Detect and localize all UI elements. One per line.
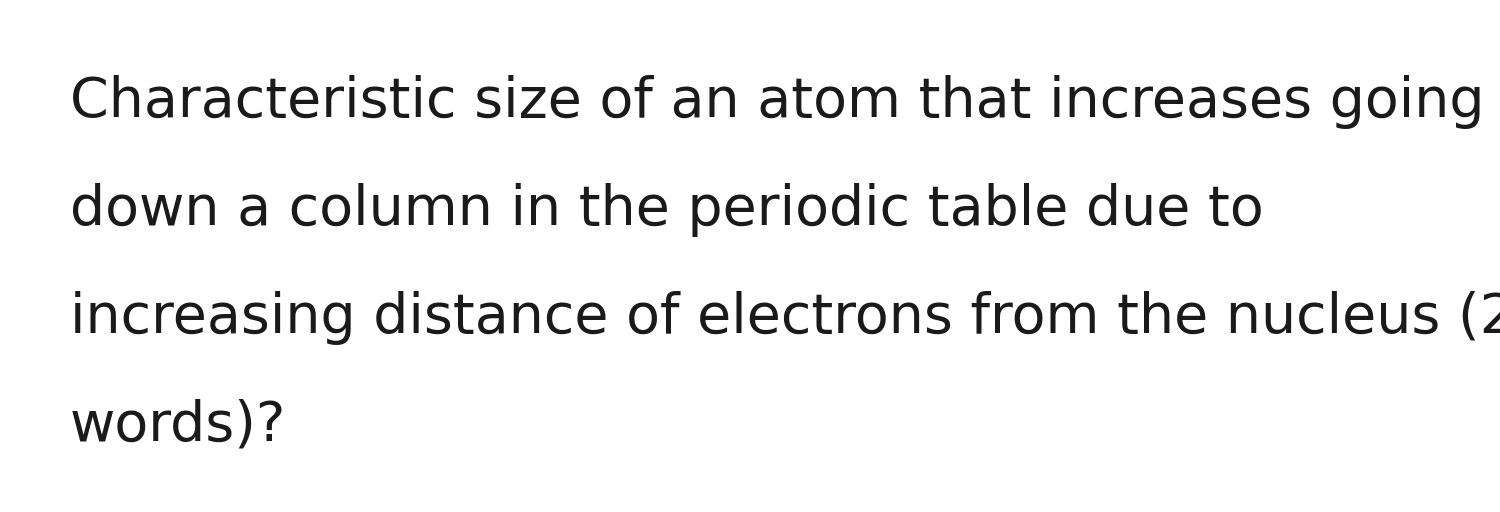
Text: Characteristic size of an atom that increases going: Characteristic size of an atom that incr… <box>70 75 1485 129</box>
Text: words)?: words)? <box>70 399 286 453</box>
Text: increasing distance of electrons from the nucleus (2: increasing distance of electrons from th… <box>70 291 1500 345</box>
Text: down a column in the periodic table due to: down a column in the periodic table due … <box>70 183 1263 237</box>
